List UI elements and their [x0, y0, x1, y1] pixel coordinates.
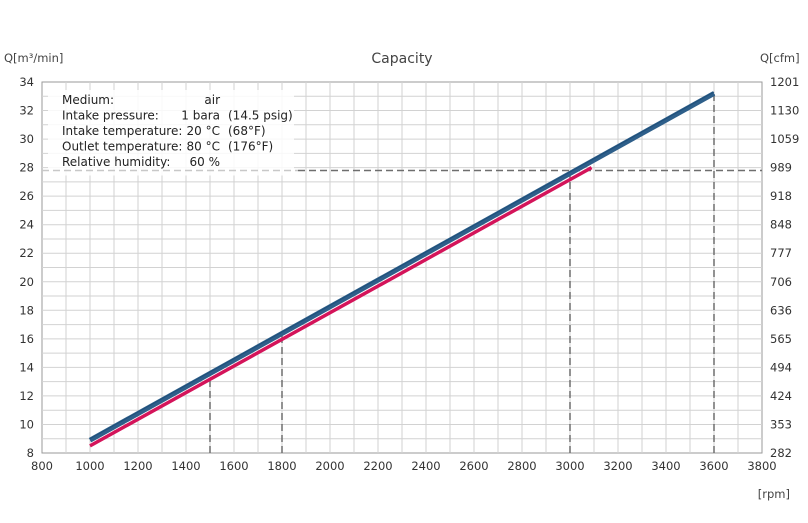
- condition-value: 60 %: [190, 155, 221, 169]
- y-tick-label-right: 777: [770, 246, 792, 260]
- y-tick-label-left: 22: [19, 246, 34, 260]
- y-tick-label-right: 636: [770, 303, 792, 317]
- y-axis-right-label: Q[cfm]: [760, 51, 800, 65]
- y-tick-label-right: 989: [770, 161, 792, 175]
- y-tick-label-right: 918: [770, 189, 792, 203]
- x-tick-label: 3600: [699, 459, 728, 473]
- x-tick-label: 2000: [315, 459, 344, 473]
- y-tick-label-left: 28: [19, 161, 34, 175]
- x-tick-label: 1400: [171, 459, 200, 473]
- y-tick-label-right: 706: [770, 275, 792, 289]
- y-tick-label-left: 18: [19, 303, 34, 317]
- y-tick-label-left: 30: [19, 132, 34, 146]
- y-tick-label-left: 34: [19, 75, 34, 89]
- condition-label: Relative humidity:: [62, 155, 170, 169]
- condition-alt-value: (68°F): [228, 124, 266, 138]
- condition-label: Intake pressure:: [62, 109, 159, 123]
- y-tick-label-right: 424: [770, 389, 792, 403]
- y-tick-label-left: 12: [19, 389, 34, 403]
- y-axis-left-label: Q[m³/min]: [4, 51, 63, 65]
- y-tick-label-left: 8: [27, 446, 34, 460]
- x-tick-label: 2800: [507, 459, 536, 473]
- series-line: [88, 91, 716, 443]
- y-tick-label-right: 565: [770, 332, 792, 346]
- x-tick-label: 1200: [123, 459, 152, 473]
- y-tick-label-left: 16: [19, 332, 34, 346]
- condition-label: Intake temperature:: [62, 124, 182, 138]
- y-tick-label-left: 14: [19, 360, 34, 374]
- plot-area: 800 1000 1200 1400 1600 1800 2000 2200 2400 2600 2…: [19, 75, 799, 473]
- chart-title: Capacity: [371, 51, 432, 67]
- x-tick-label: 2200: [363, 459, 392, 473]
- condition-label: Outlet temperature:: [62, 140, 182, 154]
- series-line: [89, 166, 593, 448]
- condition-label: Medium:: [62, 93, 114, 107]
- y-tick-label-right: 848: [770, 218, 792, 232]
- y-tick-label-right: 282: [770, 446, 792, 460]
- y-tick-label-left: 24: [19, 218, 34, 232]
- y-tick-label-left: 32: [19, 104, 34, 118]
- condition-value: 20 °C: [187, 124, 220, 138]
- x-tick-label: 2600: [459, 459, 488, 473]
- y-tick-label-right: 1059: [770, 132, 799, 146]
- condition-alt-value: (176°F): [228, 140, 273, 154]
- x-tick-label: 3000: [555, 459, 584, 473]
- condition-value: 1 bara: [181, 109, 220, 123]
- y-tick-label-right: 353: [770, 417, 792, 431]
- x-tick-label: 3400: [651, 459, 680, 473]
- x-axis-label: [rpm]: [758, 487, 790, 501]
- y-tick-label-right: 494: [770, 360, 792, 374]
- series-line-edge: [89, 91, 715, 440]
- condition-value: 80 °C: [187, 140, 220, 154]
- x-tick-label: 2400: [411, 459, 440, 473]
- x-tick-label: 1600: [219, 459, 248, 473]
- x-tick-label: 3800: [747, 459, 776, 473]
- x-tick-label: 3200: [603, 459, 632, 473]
- x-tick-label: 1000: [75, 459, 104, 473]
- y-tick-label-right: 1130: [770, 104, 799, 118]
- x-tick-label: 800: [31, 459, 53, 473]
- y-tick-label-right: 1201: [770, 75, 799, 89]
- y-tick-label-left: 10: [19, 417, 34, 431]
- conditions-box: [48, 90, 294, 176]
- condition-value: air: [204, 93, 220, 107]
- y-tick-label-left: 20: [19, 275, 34, 289]
- x-tick-label: 1800: [267, 459, 296, 473]
- y-tick-label-left: 26: [19, 189, 34, 203]
- condition-alt-value: (14.5 psig): [228, 109, 293, 123]
